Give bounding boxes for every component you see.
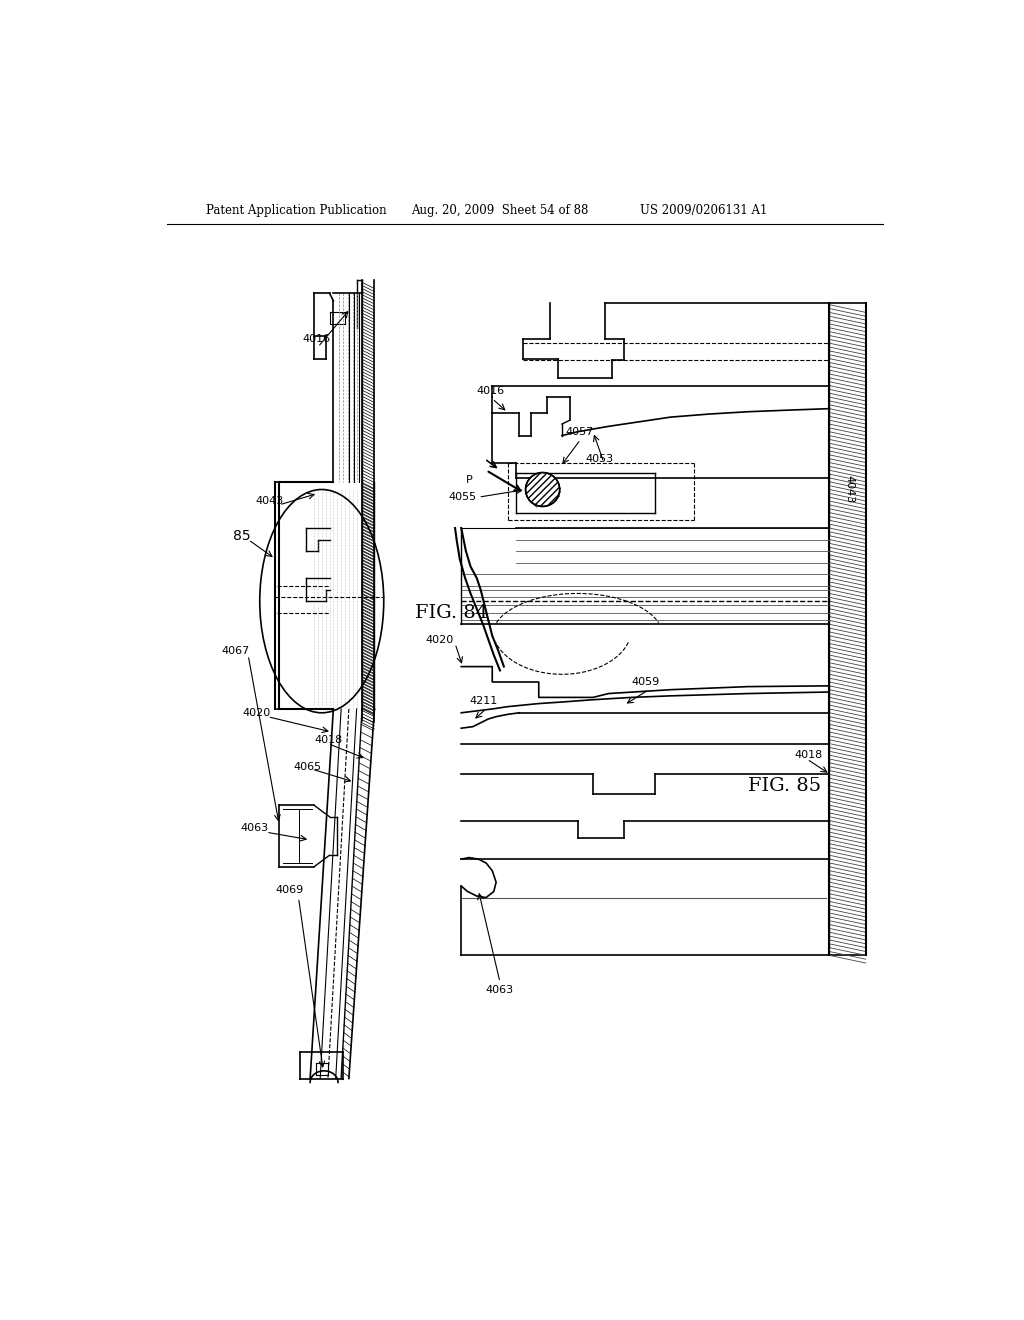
Text: 4018: 4018: [795, 750, 822, 760]
Text: 4065: 4065: [293, 762, 322, 772]
Text: FIG. 84: FIG. 84: [415, 603, 487, 622]
Text: P: P: [466, 475, 473, 486]
Bar: [829, 304, 866, 956]
Text: US 2009/0206131 A1: US 2009/0206131 A1: [640, 205, 767, 218]
Text: 4055: 4055: [449, 492, 477, 502]
Text: 4211: 4211: [469, 696, 498, 706]
Text: 4016: 4016: [302, 334, 331, 345]
Text: 4020: 4020: [243, 708, 271, 718]
Text: Aug. 20, 2009  Sheet 54 of 88: Aug. 20, 2009 Sheet 54 of 88: [411, 205, 588, 218]
Text: 4018: 4018: [314, 735, 342, 744]
Text: 4043: 4043: [845, 475, 855, 504]
Text: 4057: 4057: [566, 426, 594, 437]
Text: 4053: 4053: [586, 454, 613, 463]
Text: FIG. 85: FIG. 85: [748, 777, 821, 795]
Text: 4043: 4043: [256, 496, 284, 506]
Text: 85: 85: [232, 529, 250, 543]
Text: 4063: 4063: [486, 985, 514, 995]
Text: 4020: 4020: [425, 635, 454, 644]
Text: 4016: 4016: [477, 385, 505, 396]
Text: Patent Application Publication: Patent Application Publication: [206, 205, 386, 218]
Circle shape: [525, 473, 560, 507]
Text: 4063: 4063: [241, 824, 268, 833]
Text: 4069: 4069: [275, 884, 303, 895]
Text: 4059: 4059: [632, 677, 660, 686]
Text: 4067: 4067: [221, 647, 249, 656]
